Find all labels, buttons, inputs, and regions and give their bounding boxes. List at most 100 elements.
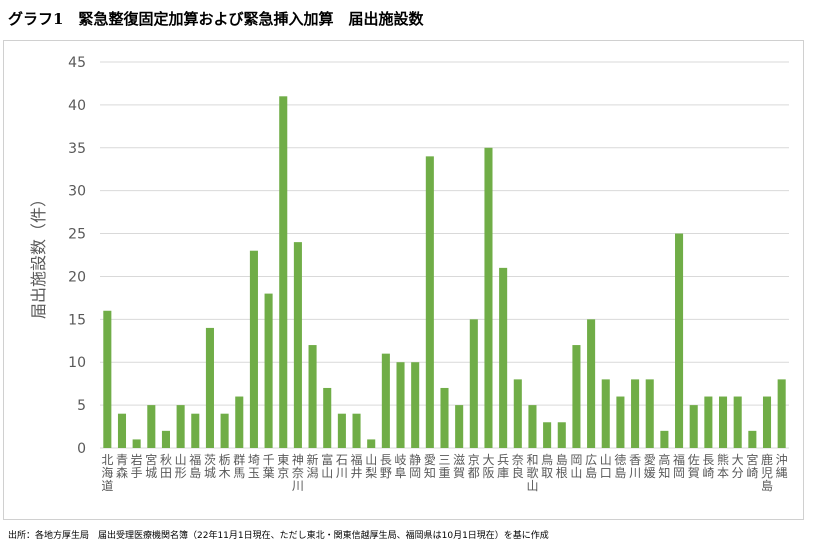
bar-山形: [176, 405, 185, 448]
x-tick-label: 香川: [629, 453, 641, 480]
y-tick-label: 25: [68, 227, 86, 243]
bar-滋賀: [455, 405, 464, 448]
bar-福島: [191, 413, 200, 448]
bar-東京: [279, 96, 288, 449]
x-tick-label: 京都: [468, 453, 480, 480]
x-tick-label: 福島: [189, 452, 201, 480]
x-tick-label: 千葉: [263, 453, 275, 480]
bar-鹿児島: [762, 396, 772, 448]
x-tick-label: 大阪: [482, 453, 494, 480]
gridlines: [100, 61, 789, 449]
bar-長崎: [704, 396, 713, 448]
x-tick-label: 栃木: [219, 453, 231, 480]
y-tick-label: 20: [68, 269, 86, 285]
bar-徳島: [616, 396, 625, 448]
bar-岩手: [132, 439, 141, 448]
bar-長野: [381, 353, 390, 448]
bar-香川: [631, 379, 640, 448]
y-tick-label: 30: [68, 184, 86, 200]
x-tick-label: 新潟: [307, 452, 319, 480]
x-tick-label: 長崎: [702, 453, 714, 480]
bar-茨城: [205, 327, 214, 448]
bar-千葉: [264, 293, 273, 448]
x-tick-label: 熊本: [717, 452, 729, 480]
bar-福岡: [675, 233, 684, 448]
bar-埼玉: [249, 250, 258, 448]
bar-熊本: [719, 396, 728, 448]
source-note: 出所：各地方厚生局 届出受理医療機関名簿（22年11月1日現在、ただし東北・関東…: [8, 531, 549, 541]
x-tick-label: 青森: [116, 453, 128, 480]
x-tick-label: 山梨: [365, 453, 377, 480]
chart-title: グラフ1 緊急整復固定加算および緊急挿入加算 届出施設数: [8, 10, 424, 28]
y-tick-label: 35: [68, 141, 86, 157]
x-tick-label: 奈良: [512, 453, 524, 480]
bar-栃木: [220, 413, 229, 448]
bar-愛媛: [645, 379, 654, 448]
bar-岐阜: [396, 362, 405, 448]
bar-兵庫: [499, 267, 508, 448]
bar-福井: [352, 413, 361, 448]
bar-愛知: [425, 156, 434, 448]
x-tick-label: 東京: [277, 453, 289, 480]
x-tick-label: 埼玉: [248, 453, 260, 480]
bar-北海道: [103, 310, 112, 448]
bar-佐賀: [689, 405, 698, 448]
x-tick-label: 山形: [175, 453, 187, 480]
x-tick-label: 島根: [556, 452, 568, 480]
y-tick-label: 15: [68, 312, 86, 328]
bar-新潟: [308, 345, 317, 448]
bar-静岡: [411, 362, 420, 448]
bar-宮城: [147, 405, 156, 448]
bar-秋田: [161, 430, 170, 448]
bar-岡山: [572, 345, 581, 448]
bar-沖縄: [777, 379, 786, 448]
y-tick-label: 5: [77, 398, 86, 414]
x-tick-label: 滋賀: [453, 453, 465, 480]
bar-高知: [660, 430, 669, 448]
bar-神奈川: [293, 242, 302, 448]
bar-広島: [587, 319, 596, 448]
bar-青森: [117, 413, 127, 448]
bar-山梨: [367, 439, 376, 448]
bars: [103, 96, 786, 449]
y-axis-tick-labels: 0 5 10 15 20 25 30 35 40 45: [68, 55, 86, 457]
bar-大阪: [484, 147, 493, 448]
x-axis-tick-labels: 北海道青森岩手宮城秋田山形福島茨城栃木群馬埼玉千葉東京神奈川新潟富山石川福井山梨…: [101, 452, 787, 493]
bar-鳥取: [543, 422, 552, 448]
bar-島根: [557, 422, 566, 448]
y-axis-label: 届出施設数（件）: [29, 191, 48, 319]
x-tick-label: 和歌山: [526, 453, 538, 493]
x-tick-label: 岡山: [570, 453, 582, 480]
x-tick-label: 群馬: [233, 453, 245, 480]
x-tick-label: 岐阜: [395, 453, 407, 480]
x-tick-label: 鳥取: [541, 452, 553, 480]
x-tick-label: 山口: [600, 453, 612, 480]
chart-frame: 0 5 10 15 20 25 30 35 40 45 北海道 青森 岩手 宮城 秋田 山形 福島 茨城 栃木 群馬…: [3, 40, 804, 520]
bar-富山: [323, 387, 332, 448]
x-tick-label: 福岡: [673, 452, 685, 480]
x-tick-label: 北海道: [101, 453, 113, 493]
x-tick-label: 富山: [321, 452, 333, 480]
bar-三重: [440, 387, 449, 448]
bar-山口: [601, 379, 610, 448]
y-tick-label: 0: [77, 441, 86, 457]
y-tick-label: 40: [68, 98, 86, 114]
x-tick-label: 鹿児島: [761, 452, 773, 493]
x-tick-label: 福井: [351, 452, 363, 480]
x-tick-label: 神奈川: [292, 453, 304, 493]
x-tick-label: 三重: [438, 453, 450, 480]
bar-京都: [469, 319, 478, 448]
bar-奈良: [513, 379, 522, 448]
x-tick-label: 宮崎: [746, 452, 758, 480]
x-tick-label: 秋田: [160, 453, 172, 480]
bar-和歌山: [528, 405, 537, 448]
x-tick-label: 徳島: [614, 452, 626, 480]
x-tick-label: 茨城: [204, 453, 216, 480]
x-tick-label: 大分: [732, 453, 744, 480]
y-tick-label: 10: [68, 355, 86, 371]
x-tick-label: 岩手: [131, 452, 143, 480]
bar-群馬: [235, 396, 244, 448]
x-tick-label: 愛知: [424, 453, 436, 480]
bar-宮崎: [748, 430, 757, 448]
x-tick-label: 長野: [380, 453, 392, 480]
